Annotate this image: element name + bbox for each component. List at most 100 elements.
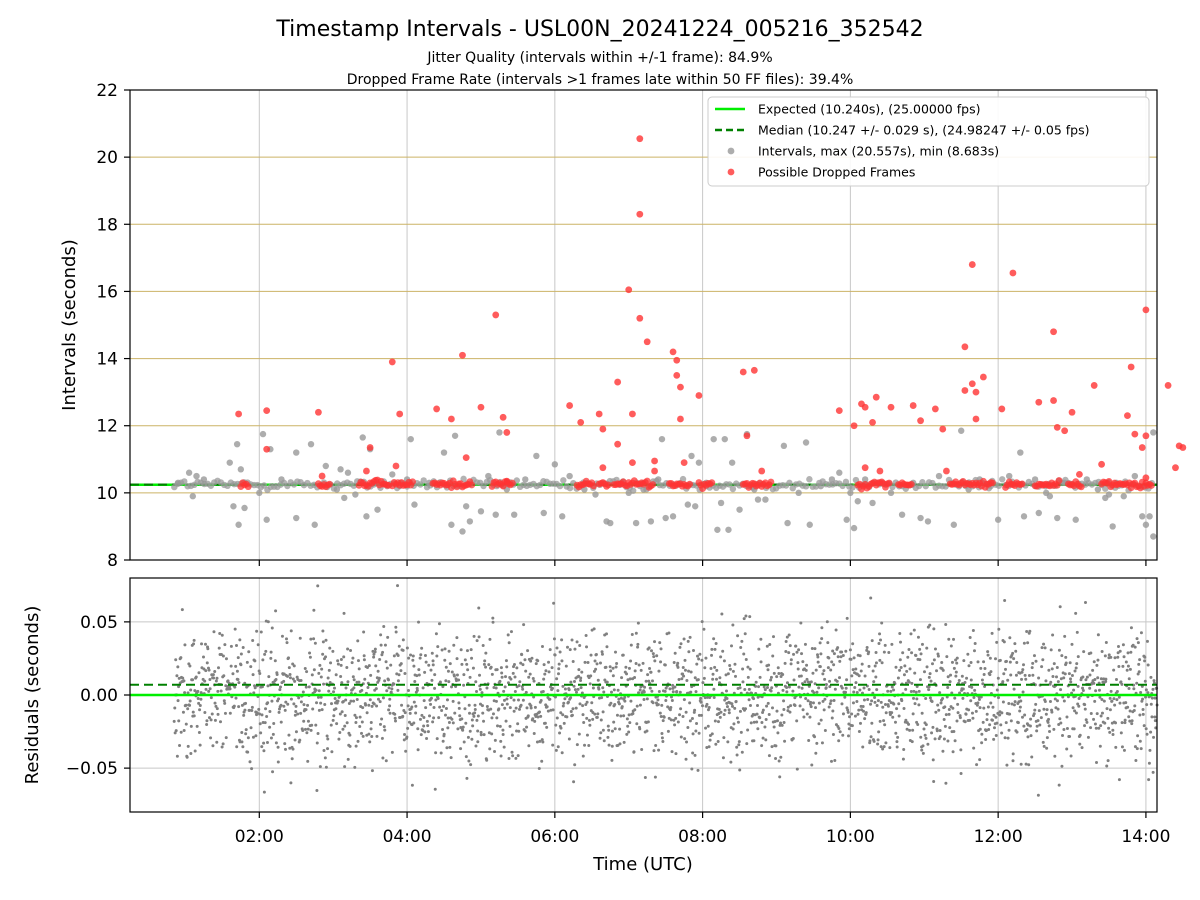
residual-point: [916, 723, 920, 727]
residual-point: [877, 642, 881, 646]
residual-point: [1085, 675, 1089, 679]
residual-point: [984, 737, 988, 741]
residual-point: [1091, 668, 1095, 672]
residual-point: [380, 736, 384, 740]
residual-point: [385, 666, 389, 670]
residual-point: [360, 731, 364, 735]
residual-point: [388, 711, 392, 715]
residual-point: [625, 717, 629, 721]
residual-point: [817, 686, 821, 690]
top-y-tick-label: 20: [96, 148, 118, 168]
residual-point: [933, 737, 937, 741]
residual-point: [746, 665, 750, 669]
residual-point: [237, 705, 241, 709]
residual-point: [913, 671, 917, 675]
interval-point: [1139, 513, 1146, 520]
residual-point: [1009, 673, 1013, 677]
residual-point: [905, 669, 909, 673]
residual-point: [677, 677, 681, 681]
dropped-frame-point: [1068, 408, 1076, 416]
residual-point: [882, 719, 886, 723]
residual-point: [943, 724, 947, 728]
residual-point: [502, 745, 506, 749]
residual-point: [666, 705, 670, 709]
residual-point: [188, 703, 192, 707]
residual-point: [306, 719, 310, 723]
dropped-frame-point: [686, 480, 694, 488]
residual-point: [505, 665, 509, 669]
residual-point: [1052, 662, 1056, 666]
dropped-frame-point: [872, 393, 880, 401]
interval-point: [1031, 476, 1039, 483]
residual-point: [283, 708, 287, 712]
residual-point: [653, 775, 657, 779]
residual-point: [352, 678, 356, 682]
residual-point: [288, 746, 292, 750]
residual-point: [213, 718, 217, 722]
residual-point: [504, 719, 508, 723]
residual-point: [471, 666, 475, 670]
residual-point: [224, 657, 228, 661]
residual-point: [529, 706, 533, 710]
residual-point: [475, 690, 479, 694]
residual-point: [1118, 649, 1122, 653]
residual-point: [236, 678, 240, 682]
residual-point: [897, 714, 901, 718]
residual-point: [321, 629, 325, 633]
residual-point: [1011, 759, 1015, 763]
residual-point: [968, 718, 972, 722]
residual-point: [1096, 658, 1100, 662]
residual-point: [633, 708, 637, 712]
residual-point: [1078, 733, 1082, 737]
residual-point: [1013, 642, 1017, 646]
residual-point: [980, 678, 984, 682]
residual-point: [605, 645, 609, 649]
residual-point: [779, 721, 783, 725]
residual-point: [571, 660, 575, 664]
residual-point: [977, 697, 981, 701]
residual-point: [1143, 679, 1147, 683]
residual-point: [223, 643, 227, 647]
residual-point: [1125, 668, 1129, 672]
residual-point: [676, 665, 680, 669]
residual-point: [554, 723, 558, 727]
interval-point: [350, 482, 358, 489]
residual-point: [1099, 677, 1103, 681]
residual-point: [1120, 682, 1124, 686]
interval-point: [1094, 486, 1102, 493]
residual-point: [226, 679, 230, 683]
residual-point: [660, 732, 664, 736]
residual-point: [691, 649, 695, 653]
residual-point: [534, 662, 538, 666]
residual-point: [1111, 732, 1115, 736]
interval-point: [958, 427, 965, 434]
residual-point: [724, 673, 728, 677]
residual-point: [423, 730, 427, 734]
interval-point: [849, 484, 856, 491]
dropped-frame-point: [614, 440, 622, 448]
residual-point: [728, 664, 732, 668]
residual-point: [927, 675, 931, 679]
residual-point: [644, 679, 648, 683]
residual-point: [213, 669, 217, 673]
residual-point: [1107, 653, 1111, 657]
residual-point: [979, 666, 983, 670]
residual-point: [340, 710, 344, 714]
residual-point: [595, 715, 599, 719]
residual-point: [1049, 680, 1053, 684]
residual-point: [261, 658, 265, 662]
residual-point: [529, 659, 533, 663]
residual-point: [369, 720, 373, 724]
residual-point: [497, 707, 501, 711]
residual-point: [302, 719, 306, 723]
dropped-frame-point: [636, 135, 644, 143]
residual-point: [351, 656, 355, 660]
residual-point: [661, 739, 665, 743]
residual-point: [215, 707, 219, 711]
residual-point: [461, 728, 465, 732]
dropped-frame-point: [388, 358, 396, 366]
residual-point: [1024, 762, 1028, 766]
residual-point: [203, 642, 207, 646]
residual-point: [277, 697, 281, 701]
residual-point: [200, 642, 204, 646]
